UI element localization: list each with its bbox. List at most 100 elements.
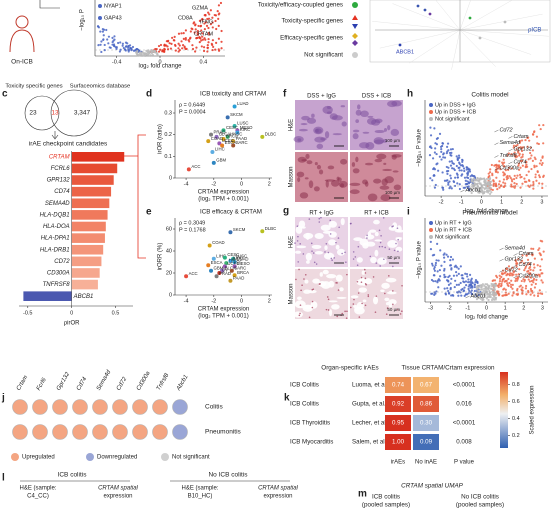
heat-cell [385, 434, 411, 450]
point-cloud [169, 47, 173, 50]
point-cloud [144, 54, 147, 57]
point-cloud [448, 292, 451, 295]
point-cloud [177, 32, 181, 35]
gene-label: Gpr132 [56, 371, 72, 392]
point-cloud [438, 268, 441, 272]
tissue [395, 246, 403, 252]
point-cloud [517, 149, 520, 153]
point [207, 243, 212, 248]
point-cloud [446, 142, 450, 145]
point-cloud [533, 266, 536, 269]
point-cloud [484, 283, 487, 286]
axis-label: irORR (%) [158, 243, 164, 271]
tissue [331, 259, 333, 262]
point-cloud [196, 31, 199, 35]
legend-symbol [161, 453, 169, 461]
tissue [340, 105, 346, 108]
legend-symbol [429, 221, 433, 225]
tissue [306, 260, 310, 264]
point-cloud [524, 275, 528, 279]
tissue [392, 225, 394, 227]
point-cloud [441, 186, 445, 190]
tissue [386, 291, 397, 295]
cell-value: 0.86 [420, 401, 433, 408]
point-cloud [457, 154, 461, 157]
group-label: No ICB colitis [208, 472, 248, 479]
leader [513, 264, 518, 267]
point-cloud [523, 269, 526, 272]
point [232, 264, 237, 269]
point-cloud [542, 123, 545, 127]
tissue [370, 256, 377, 264]
point-label: PRAD [214, 129, 226, 134]
point-cloud [443, 179, 447, 182]
tissue [331, 304, 340, 310]
caption: CRTAM spatial [258, 486, 298, 492]
point-cloud [214, 48, 217, 51]
point-cloud [483, 187, 486, 191]
tissue [328, 220, 338, 228]
leader [508, 161, 513, 165]
leader [499, 258, 504, 262]
legend-label: Not significant [304, 52, 343, 59]
tissue [381, 178, 388, 186]
tissue [384, 297, 390, 302]
point-cloud [492, 183, 495, 186]
point-cloud [101, 28, 104, 31]
point-label: KIRC [233, 256, 243, 261]
point-cloud [524, 267, 527, 270]
label: 3,347 [74, 110, 91, 117]
point-label: LUSC [237, 121, 248, 126]
point-cloud [107, 35, 111, 38]
point-cloud [491, 288, 494, 291]
chart-title: CRTAM spatial UMAP [401, 483, 463, 490]
point-cloud [505, 267, 508, 270]
point-cloud [447, 283, 451, 286]
tissue [384, 292, 386, 295]
point-cloud [520, 156, 523, 159]
point-cloud [538, 273, 541, 276]
point-cloud [207, 31, 210, 35]
point-cloud [496, 171, 499, 174]
tissue [308, 316, 311, 319]
point-cloud [494, 292, 497, 296]
point-cloud [451, 147, 454, 151]
point-cloud [199, 37, 202, 40]
point-cloud [511, 287, 514, 290]
gene-label: IFNG [200, 19, 213, 25]
tissue [392, 290, 394, 292]
point-cloud [167, 39, 170, 42]
point-label: LUAD [237, 101, 248, 106]
point-cloud [207, 11, 210, 14]
point-cloud [516, 279, 519, 282]
point-cloud [532, 281, 535, 284]
tissue [297, 156, 307, 163]
tissue [298, 268, 300, 271]
tissue [374, 129, 385, 134]
tissue [362, 179, 368, 185]
point-cloud [184, 29, 187, 32]
point-cloud [474, 281, 477, 284]
point-cloud [446, 255, 450, 258]
point-cloud [182, 31, 185, 35]
tissue [367, 294, 370, 296]
point-cloud [433, 127, 436, 130]
point-cloud [518, 152, 521, 156]
legend-label: Up in DSS + IgG [435, 102, 476, 108]
gene-label: Abcb1 [470, 293, 487, 299]
point-cloud [510, 272, 513, 275]
point-cloud [472, 186, 475, 190]
point-cloud [504, 288, 507, 291]
point-label: HNSC [230, 131, 242, 136]
tissue [314, 250, 324, 255]
point-cloud [495, 166, 498, 169]
point-cloud [498, 165, 501, 169]
point-cloud [502, 174, 505, 177]
tissue [349, 189, 360, 195]
point-cloud [220, 29, 223, 33]
tissue [396, 225, 402, 233]
point-cloud [140, 54, 144, 57]
point-cloud [457, 294, 460, 297]
tissue [344, 251, 346, 254]
point-cloud [139, 51, 142, 54]
